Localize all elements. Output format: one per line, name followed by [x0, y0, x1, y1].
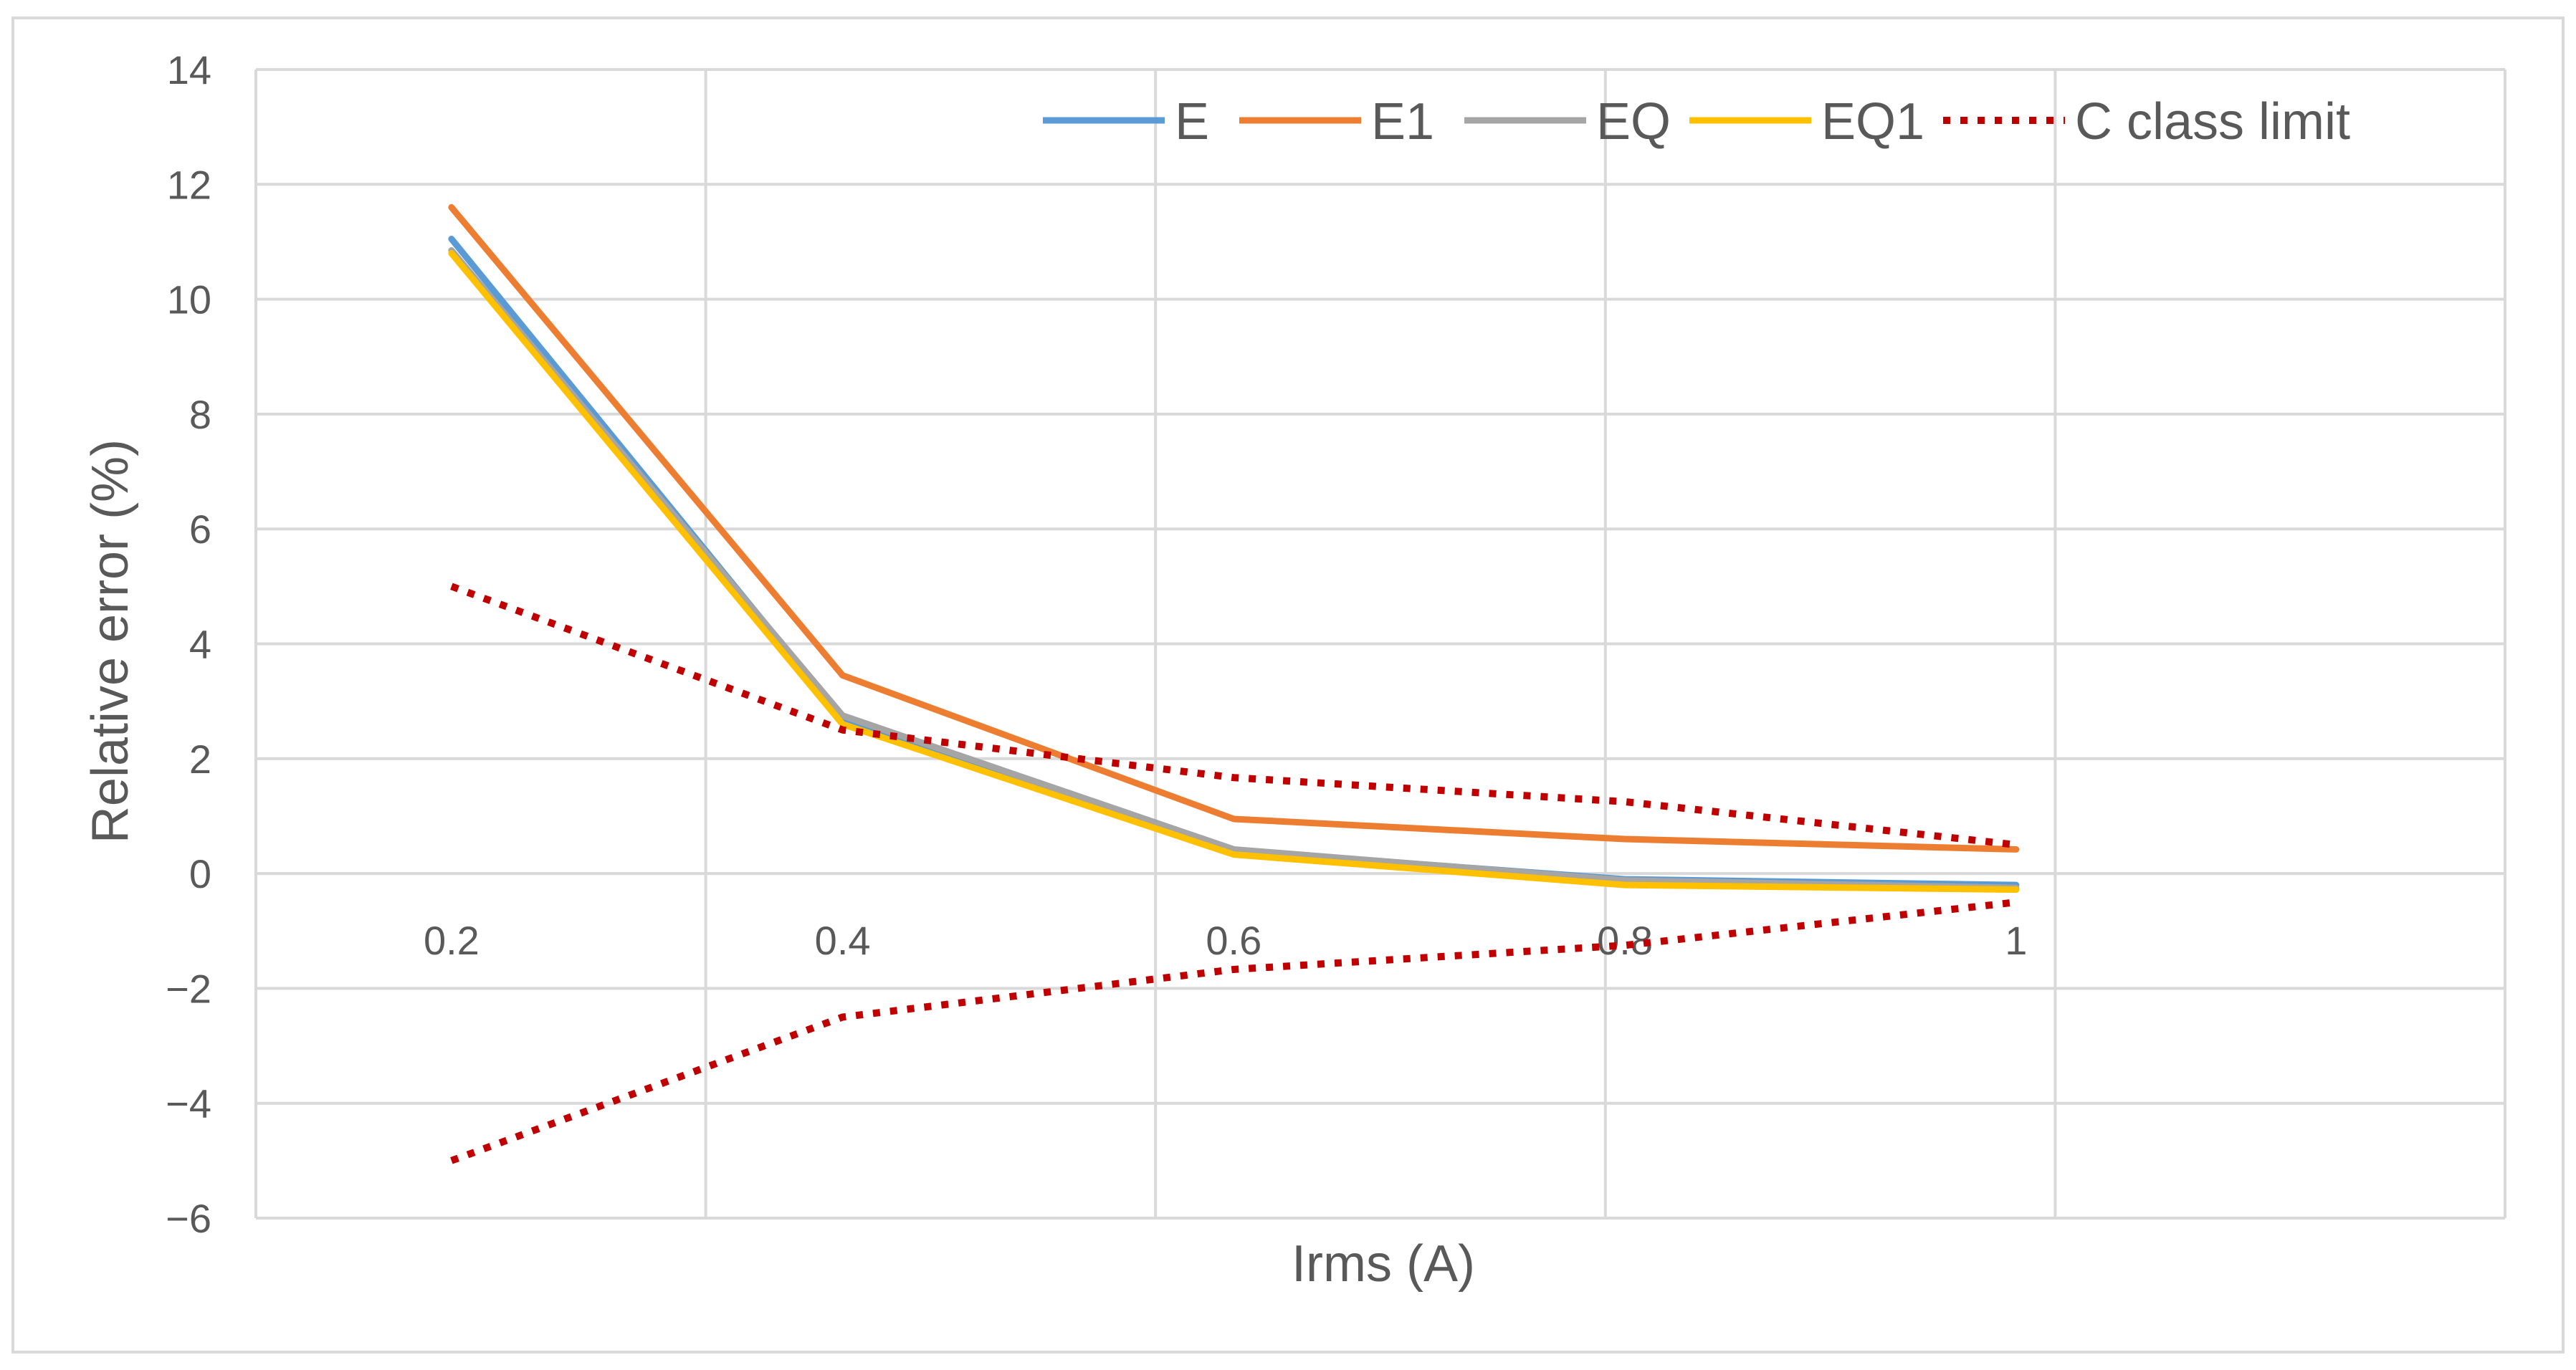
y-tick-label: 4: [189, 622, 211, 667]
x-tick-label: 0.6: [1206, 918, 1261, 963]
y-tick-label: 6: [189, 507, 211, 552]
y-tick-label: 0: [189, 851, 211, 896]
series: [448, 203, 2020, 1164]
x-tick-label: 0.2: [424, 918, 480, 963]
legend-label: E: [1175, 93, 1209, 150]
y-tick-label: −6: [166, 1196, 211, 1241]
x-tick-label: 0.4: [815, 918, 871, 963]
legend-label: EQ1: [1821, 93, 1924, 150]
y-tick-label: −4: [166, 1081, 211, 1126]
y-tick-label: 10: [167, 277, 211, 322]
y-axis-title: Relative error (%): [82, 439, 139, 843]
legend-label: EQ: [1596, 93, 1671, 150]
y-tick-label: 14: [167, 47, 211, 92]
y-tick-label: 8: [189, 392, 211, 437]
x-axis-title: Irms (A): [1292, 1235, 1475, 1293]
y-tick-label: 12: [167, 162, 211, 207]
y-tick-label: 2: [189, 737, 211, 782]
x-tick-label: 1: [2005, 918, 2027, 963]
legend-label: C class limit: [2075, 93, 2350, 150]
legend: E E1 EQ EQ1 C class limit: [1043, 93, 2350, 150]
legend-label: E1: [1371, 93, 1434, 150]
y-tick-label: −2: [166, 966, 211, 1011]
chart-border: [11, 16, 2565, 1354]
grid: [254, 68, 2506, 1220]
